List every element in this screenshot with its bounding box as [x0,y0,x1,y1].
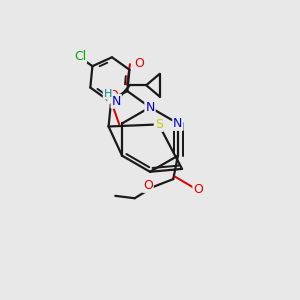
Text: O: O [108,89,118,102]
Text: N: N [145,101,155,114]
Text: Cl: Cl [74,50,86,63]
Text: O: O [134,56,144,70]
Text: N: N [173,117,183,130]
Text: H: H [103,89,112,99]
Text: N: N [112,95,121,108]
Text: S: S [155,118,163,131]
Text: O: O [143,179,153,192]
Text: O: O [194,184,203,196]
